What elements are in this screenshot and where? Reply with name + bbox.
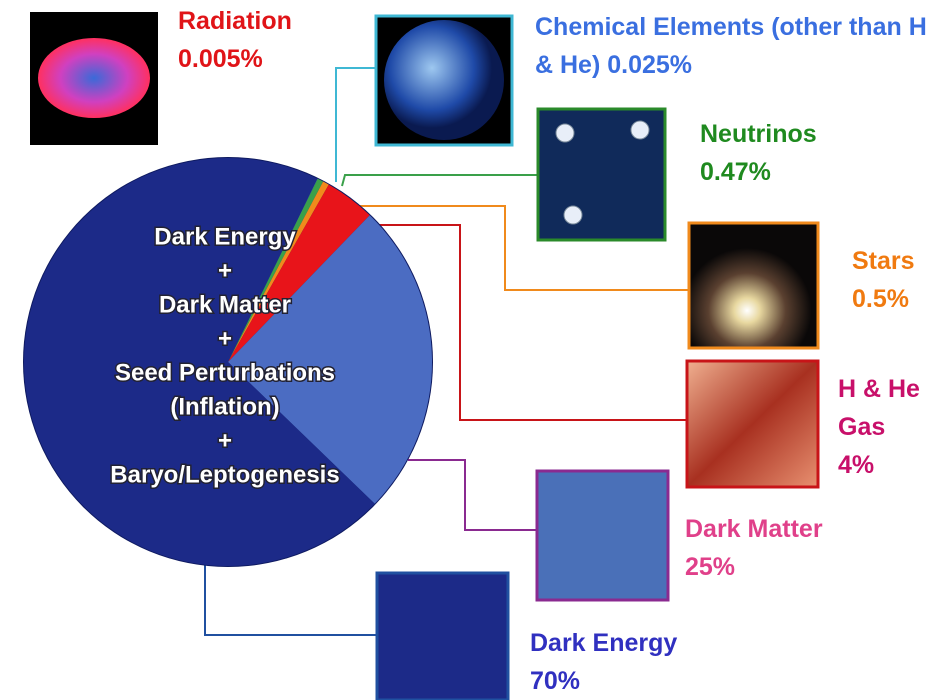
category-name: H & He Gas — [838, 375, 920, 441]
connector — [205, 565, 376, 635]
connector — [408, 460, 536, 530]
center-line: Dark Matter — [159, 291, 291, 318]
earth — [384, 20, 504, 140]
category-name: Neutrinos — [700, 120, 817, 148]
chart: Dark Energy + Dark Matter + Seed Perturbatio… — [0, 0, 943, 700]
dark-matter-image — [537, 471, 668, 600]
center-line: + — [218, 257, 232, 284]
category-name: Radiation — [178, 7, 292, 35]
gas-image — [687, 361, 818, 487]
connector — [336, 68, 376, 182]
value-label: 0.47% — [700, 158, 771, 186]
center-line: (Inflation) — [170, 393, 279, 420]
category-name: Dark Energy — [530, 629, 677, 657]
infographic: Dark Energy + Dark Matter + Seed Perturbatio… — [0, 0, 943, 700]
stars-image — [689, 223, 818, 348]
slice-label: Dark Matter 25% — [685, 510, 935, 586]
value-label: 0.025% — [607, 51, 692, 79]
value-label: 0.005% — [178, 45, 263, 73]
center-line: Dark Energy — [154, 223, 296, 250]
dark-energy-image — [377, 573, 508, 700]
center-line: Seed Perturbations — [115, 359, 335, 386]
center-line: + — [218, 427, 232, 454]
connector — [342, 175, 538, 186]
slice-label: Neutrinos 0.47% — [700, 115, 900, 191]
value-label: 70% — [530, 667, 580, 695]
slice-label: Dark Energy 70% — [530, 624, 780, 700]
value-label: 4% — [838, 451, 874, 479]
category-name: Dark Matter — [685, 515, 823, 543]
center-line: + — [218, 325, 232, 352]
slice-label: Radiation 0.005% — [178, 2, 378, 78]
slice-label: H & He Gas 4% — [838, 370, 938, 484]
category-name: Stars — [852, 247, 915, 275]
cmb-map — [38, 38, 150, 118]
slice-label: Stars 0.5% — [852, 242, 942, 318]
value-label: 25% — [685, 553, 735, 581]
category-name: Chemical Elements (other than H & He) — [535, 13, 927, 79]
slice-label: Chemical Elements (other than H & He) 0.… — [535, 8, 943, 84]
center-line: Baryo/Leptogenesis — [110, 461, 339, 488]
value-label: 0.5% — [852, 285, 909, 313]
